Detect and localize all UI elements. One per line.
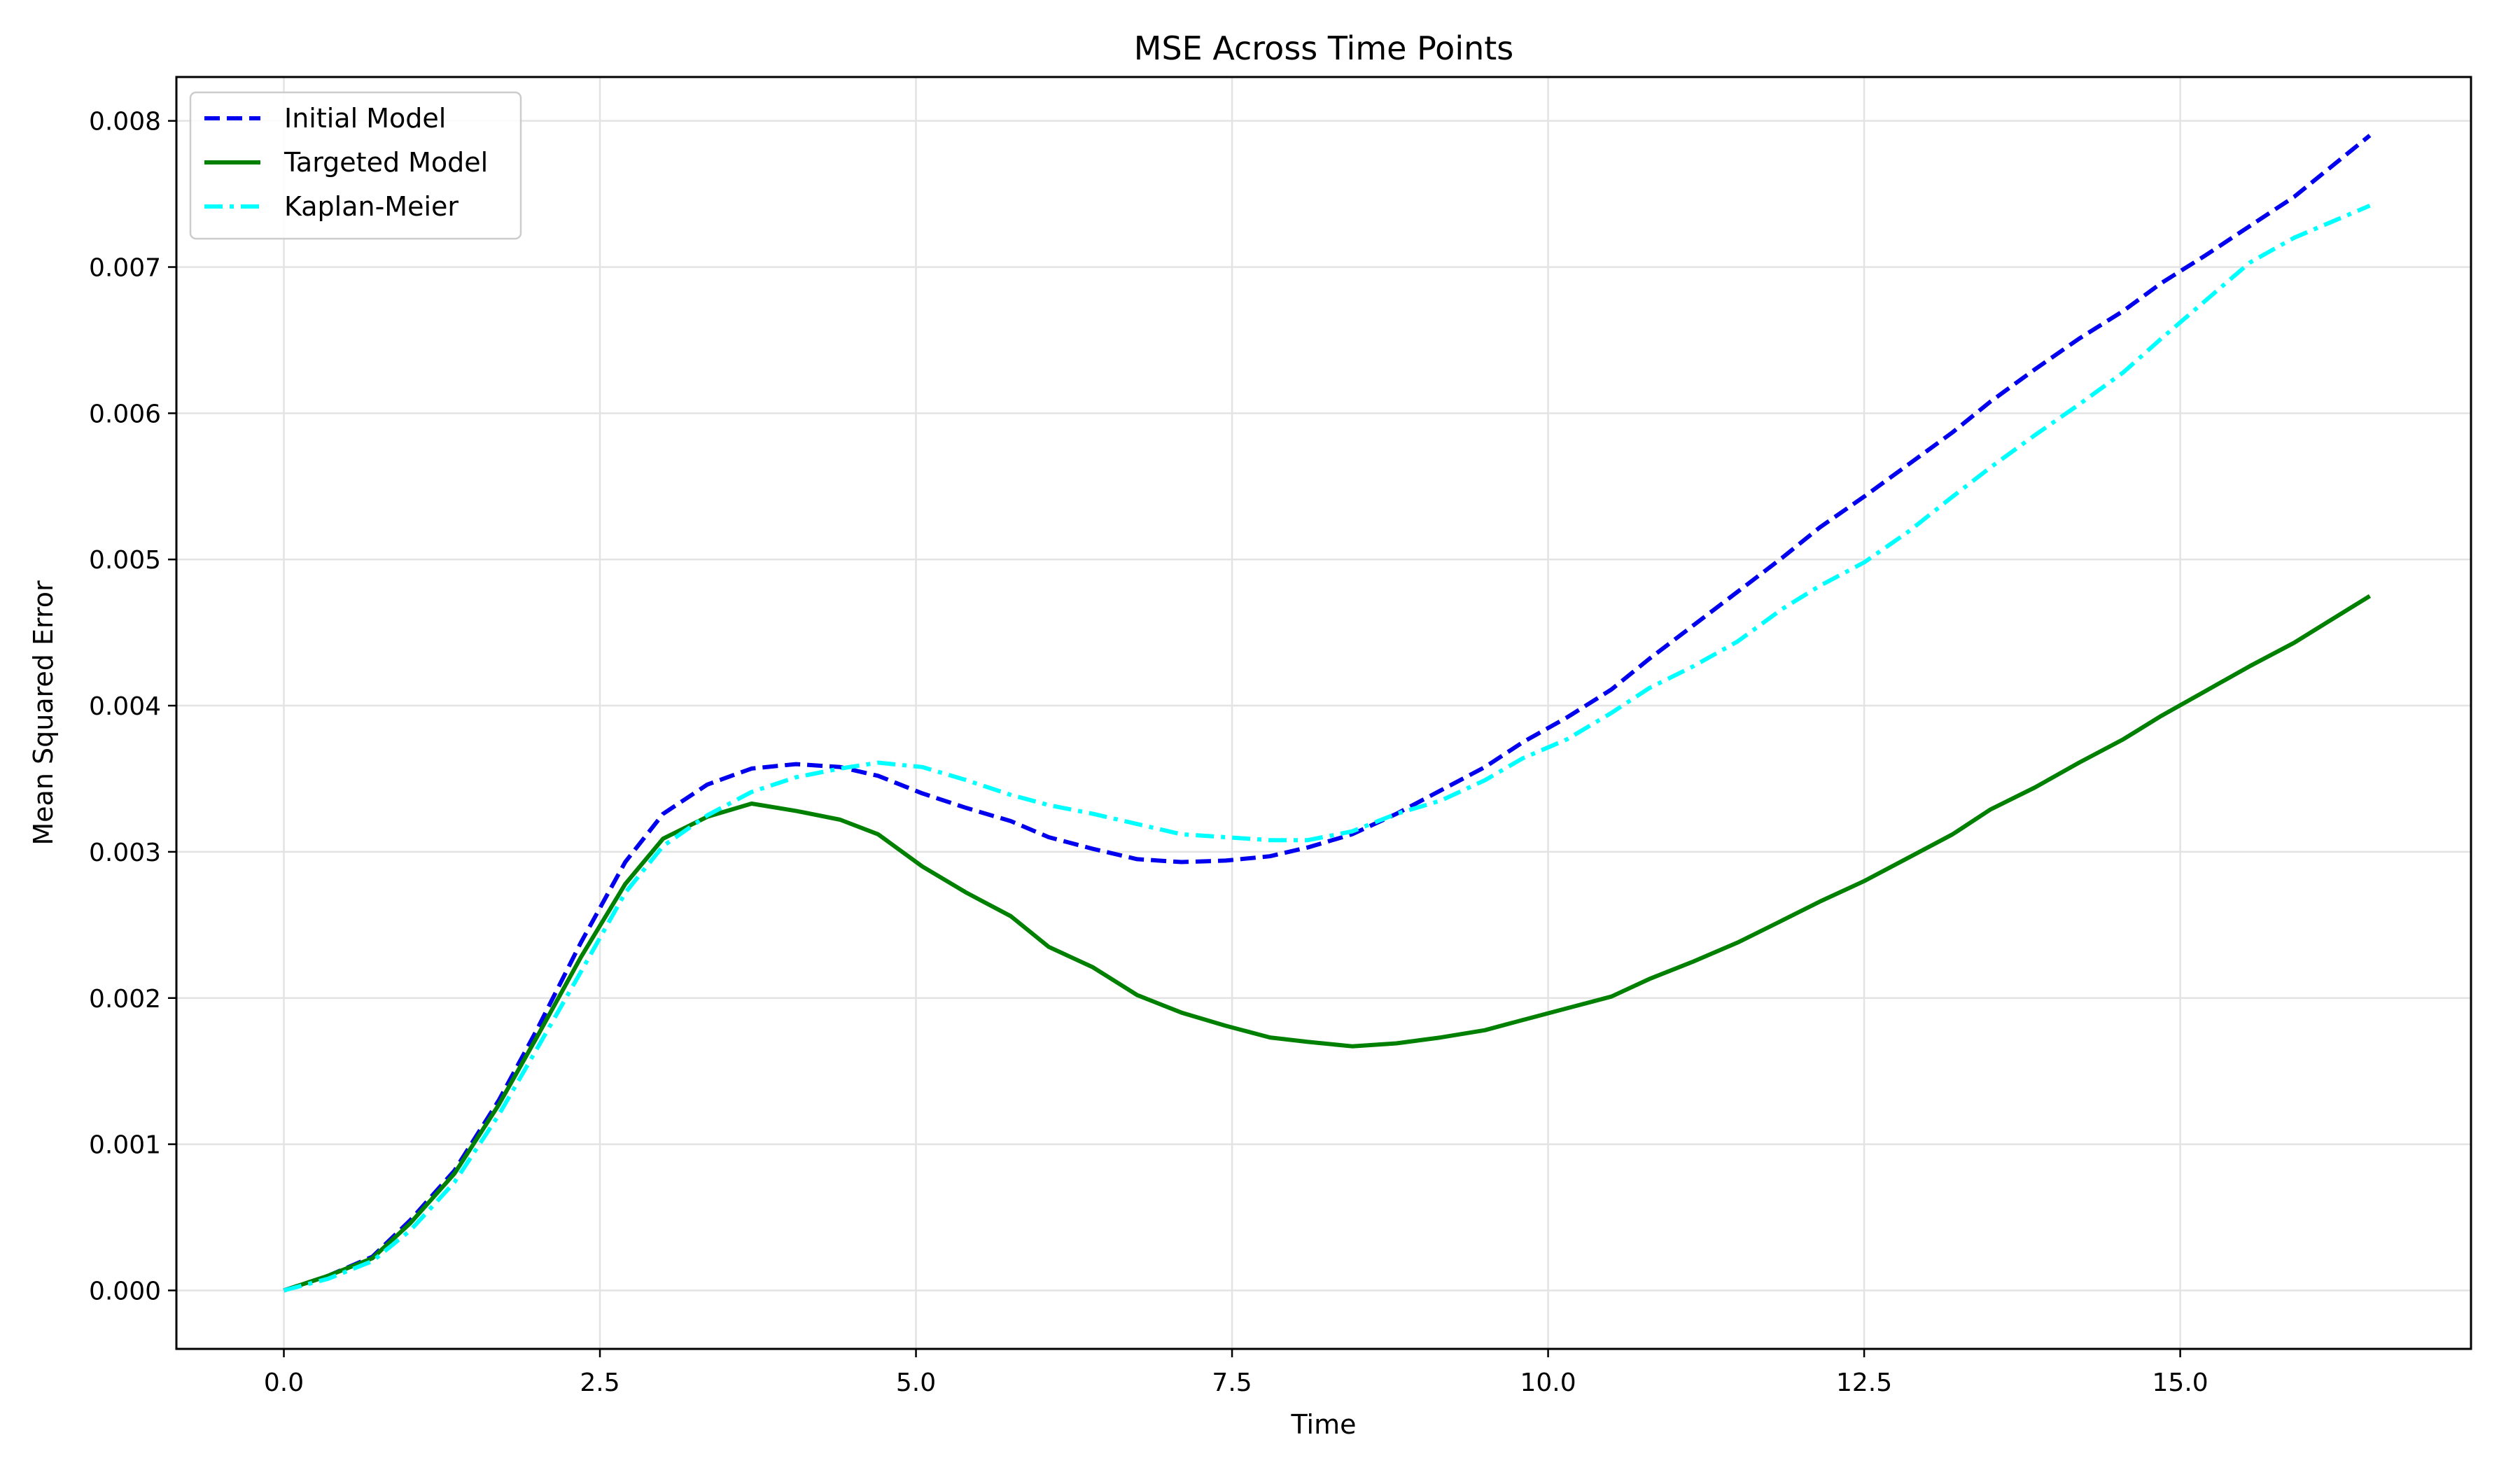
legend: Initial Model Targeted Model Kaplan-Meier — [189, 91, 522, 240]
y-tick-label: 0.003 — [89, 839, 161, 867]
x-axis-label: Time — [1291, 1409, 1357, 1440]
x-tick-label: 15.0 — [2152, 1368, 2208, 1397]
series-line-kaplan-meier — [283, 204, 2371, 1293]
y-axis-label: Mean Squared Error — [28, 580, 59, 846]
y-tick-label: 0.002 — [89, 985, 161, 1014]
x-tick-label: 12.5 — [1836, 1368, 1892, 1397]
y-tick-label: 0.008 — [89, 108, 161, 136]
y-tick-label: 0.004 — [89, 692, 161, 721]
x-tick-label: 10.0 — [1520, 1368, 1576, 1397]
chart-title: MSE Across Time Points — [1134, 29, 1514, 67]
y-tick-label: 0.007 — [89, 254, 161, 283]
x-tick-label: 5.0 — [896, 1368, 936, 1397]
series-layer — [283, 134, 2372, 1293]
ticks: 0.0 2.5 5.0 7.5 10.0 12.5 15.0 0.000 0.001 0.002 0… — [89, 108, 2208, 1397]
series-line-initial-model — [283, 134, 2372, 1293]
plot-frame — [175, 76, 2472, 1350]
y-tick-label: 0.001 — [89, 1131, 161, 1160]
y-tick-label: 0.005 — [89, 546, 161, 575]
x-tick-label: 2.5 — [580, 1368, 620, 1397]
legend-label: Kaplan-Meier — [284, 191, 458, 222]
y-tick-label: 0.000 — [89, 1277, 161, 1306]
legend-label: Targeted Model — [284, 147, 488, 178]
legend-label: Initial Model — [284, 103, 446, 134]
grid — [176, 77, 2471, 1349]
series-line-targeted-model — [283, 594, 2372, 1293]
y-tick-label: 0.006 — [89, 400, 161, 428]
legend-box — [189, 91, 522, 240]
x-tick-label: 0.0 — [264, 1368, 304, 1397]
x-tick-label: 7.5 — [1212, 1368, 1252, 1397]
